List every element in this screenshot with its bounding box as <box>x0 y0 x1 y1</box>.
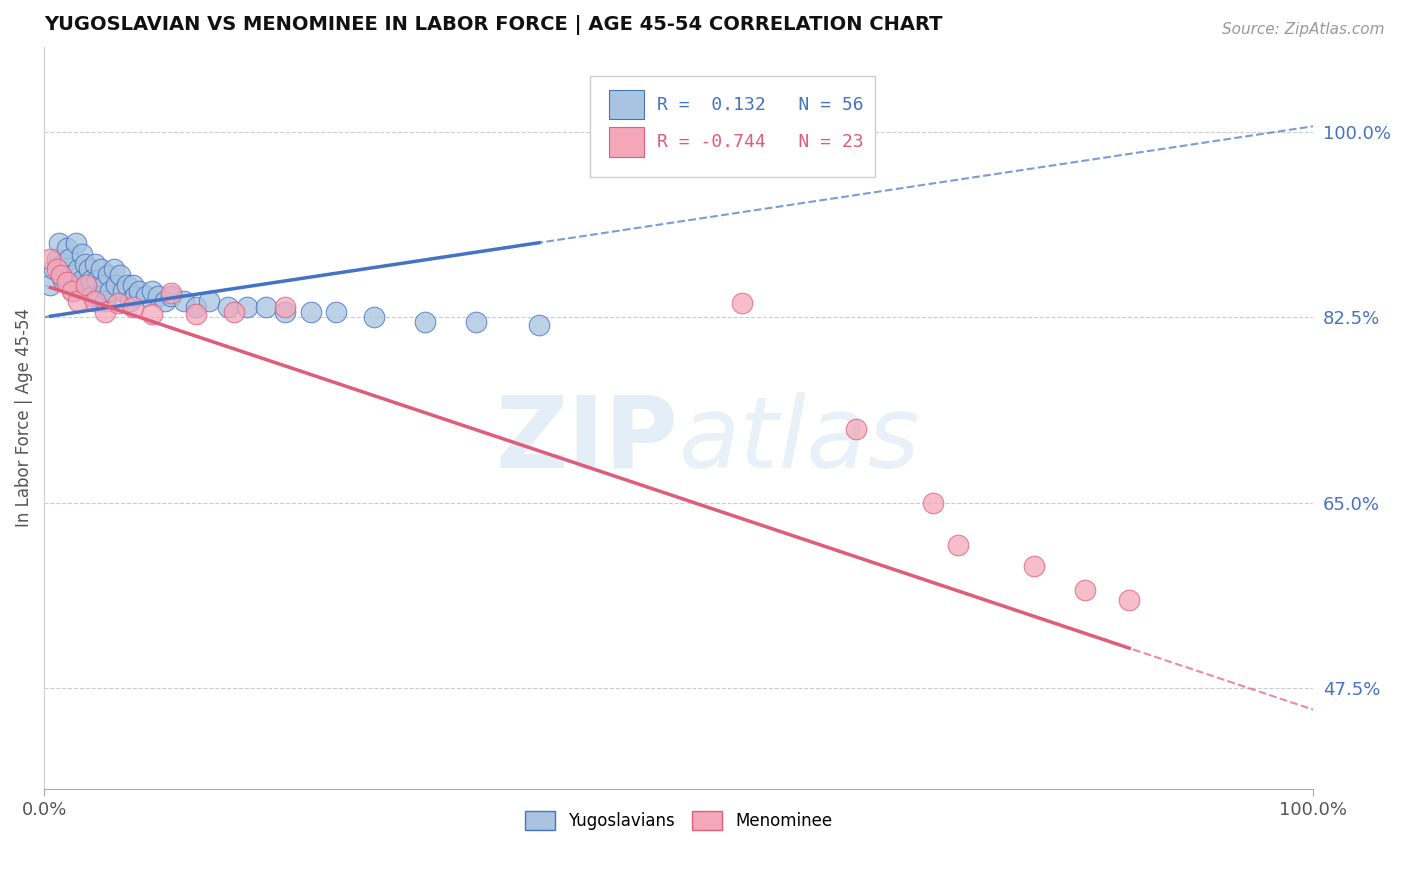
Point <box>110 268 132 282</box>
Point <box>148 289 170 303</box>
Point <box>198 294 221 309</box>
Point <box>236 300 259 314</box>
Point <box>107 296 129 310</box>
Point <box>299 305 322 319</box>
Point <box>122 300 145 314</box>
Point <box>60 284 83 298</box>
Point <box>141 284 163 298</box>
Point <box>845 421 868 435</box>
Point <box>105 278 128 293</box>
Point <box>1118 593 1140 607</box>
Point <box>49 268 72 282</box>
Point <box>83 294 105 309</box>
Point <box>67 294 90 309</box>
Point <box>77 262 100 277</box>
Point <box>363 310 385 325</box>
FancyBboxPatch shape <box>591 77 876 177</box>
Point <box>73 257 96 271</box>
Point <box>56 241 79 255</box>
Point <box>325 305 347 319</box>
Point <box>186 307 208 321</box>
Point <box>69 278 91 293</box>
Point <box>128 284 150 298</box>
FancyBboxPatch shape <box>609 90 644 120</box>
Text: atlas: atlas <box>679 392 921 489</box>
Point <box>39 252 62 266</box>
Point <box>82 289 104 303</box>
Point <box>135 289 157 303</box>
Point <box>274 305 297 319</box>
Point <box>67 262 90 277</box>
Point <box>62 284 84 298</box>
Point <box>48 235 70 250</box>
Point <box>97 268 120 282</box>
Point <box>120 294 142 309</box>
Point <box>94 305 117 319</box>
Point <box>94 294 117 309</box>
Point <box>56 275 79 289</box>
Point <box>1022 559 1045 574</box>
Point <box>87 289 110 303</box>
Point <box>217 300 239 314</box>
Point <box>160 285 183 300</box>
Point <box>70 246 93 260</box>
Point <box>44 262 66 277</box>
Point <box>39 278 62 293</box>
Point <box>58 252 80 266</box>
Point <box>98 284 121 298</box>
Point <box>115 278 138 293</box>
Point <box>52 257 75 271</box>
Point <box>160 289 183 303</box>
Point <box>65 235 87 250</box>
Point <box>527 318 550 332</box>
Text: ZIP: ZIP <box>496 392 679 489</box>
Point <box>75 278 97 293</box>
Point <box>103 262 125 277</box>
Point <box>93 278 115 293</box>
FancyBboxPatch shape <box>609 127 644 157</box>
Point <box>86 273 108 287</box>
Point <box>111 284 134 298</box>
Point <box>60 268 83 282</box>
Point <box>173 294 195 309</box>
Point <box>254 300 277 314</box>
Y-axis label: In Labor Force | Age 45-54: In Labor Force | Age 45-54 <box>15 309 32 527</box>
Point <box>464 316 486 330</box>
Point <box>124 289 146 303</box>
Point <box>153 294 176 309</box>
Text: YUGOSLAVIAN VS MENOMINEE IN LABOR FORCE | AGE 45-54 CORRELATION CHART: YUGOSLAVIAN VS MENOMINEE IN LABOR FORCE … <box>44 15 942 35</box>
Point <box>1074 582 1097 597</box>
Point <box>70 273 93 287</box>
Point <box>731 296 754 310</box>
Point <box>141 307 163 321</box>
Legend: Yugoslavians, Menominee: Yugoslavians, Menominee <box>519 804 839 837</box>
Point <box>90 262 112 277</box>
Point <box>921 496 943 510</box>
Point <box>83 257 105 271</box>
Point <box>224 305 246 319</box>
Text: R = -0.744   N = 23: R = -0.744 N = 23 <box>657 133 863 151</box>
Point <box>274 300 297 314</box>
Text: Source: ZipAtlas.com: Source: ZipAtlas.com <box>1222 22 1385 37</box>
Point <box>49 268 72 282</box>
Point <box>45 252 67 266</box>
Point <box>186 300 208 314</box>
Point <box>946 538 969 552</box>
Point <box>75 278 97 293</box>
Point <box>122 278 145 293</box>
Point <box>80 273 103 287</box>
Text: R =  0.132   N = 56: R = 0.132 N = 56 <box>657 95 863 113</box>
Point <box>45 262 67 277</box>
Point <box>52 273 75 287</box>
Point <box>413 316 436 330</box>
